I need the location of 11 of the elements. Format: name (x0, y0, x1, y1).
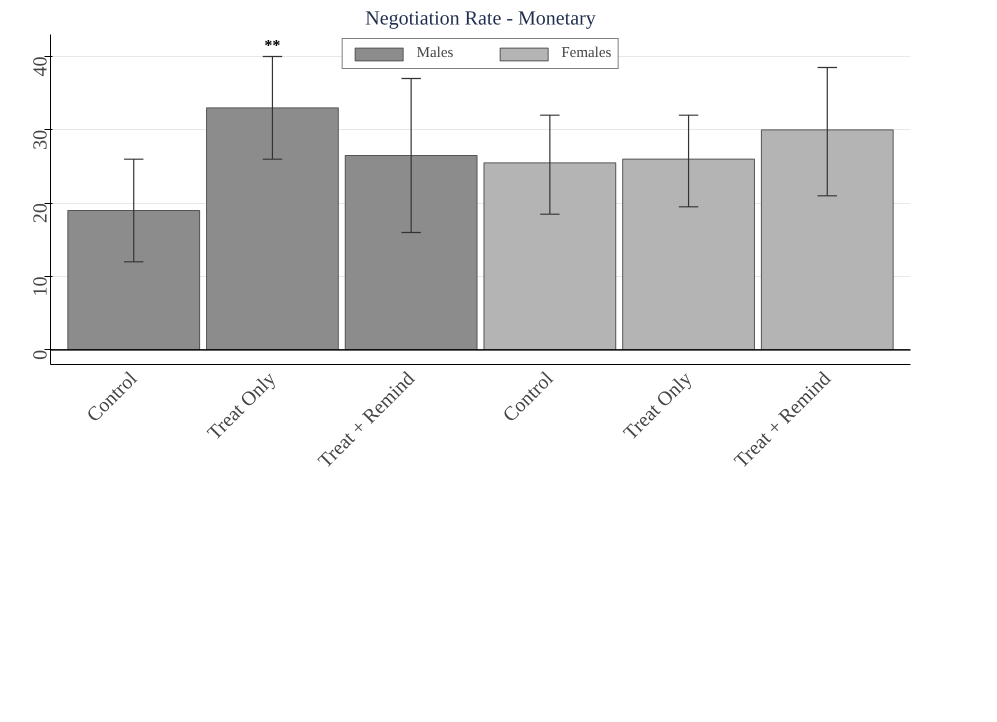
x-tick-label: Treat Only (204, 368, 280, 444)
y-tick-label: 20 (30, 203, 52, 224)
legend-label: Males (416, 45, 454, 62)
y-tick-label: 30 (30, 130, 52, 150)
y-tick-label: 0 (30, 350, 52, 360)
x-tick-label: Treat Only (620, 368, 696, 444)
y-tick-label: 40 (30, 56, 52, 76)
annotation: ** (264, 38, 280, 54)
legend-label: Females (561, 45, 612, 62)
chart-title: Negotiation Rate - Monetary (365, 8, 596, 30)
y-tick-label: 10 (30, 276, 52, 296)
